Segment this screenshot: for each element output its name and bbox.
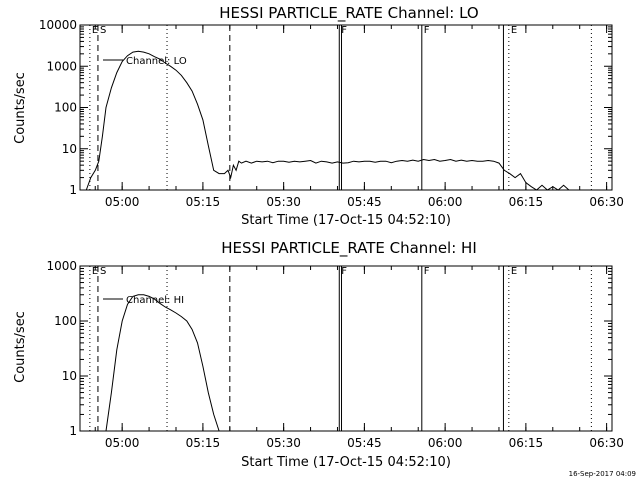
- plot-frame-lo: [79, 24, 613, 191]
- y-tick-label: 1: [69, 424, 77, 438]
- x-tick-label: 05:45: [347, 195, 382, 209]
- chart-title-lo: HESSI PARTICLE_RATE Channel: LO: [219, 4, 478, 23]
- x-axis-label-lo: Start Time (17-Oct-15 04:52:10): [241, 213, 451, 228]
- legend-hi: Channel: HI: [103, 295, 184, 306]
- x-tick-label: 06:15: [509, 195, 544, 209]
- x-tick-label: 05:00: [105, 195, 140, 209]
- x-ticks-hi: 05:00 05:15 05:30 05:45 06:00 06:15 06:30: [94, 266, 624, 450]
- y-tick-label: 10000: [39, 18, 77, 32]
- y-tick-label: 100: [54, 101, 77, 115]
- x-tick-label: 05:30: [266, 436, 301, 450]
- y-tick-label: 10: [62, 142, 77, 156]
- event-marker-label: S: [100, 25, 106, 36]
- event-marker-label: E: [511, 266, 517, 277]
- legend-label-hi: Channel: HI: [126, 295, 184, 306]
- x-tick-label: 06:30: [589, 195, 624, 209]
- y-tick-label: 10: [62, 369, 77, 383]
- y-ticks-lo: 1 10 100 1000 10000: [39, 18, 612, 197]
- chart-panel-lo: HESSI PARTICLE_RATE Channel: LO Counts/s…: [13, 4, 624, 228]
- print-timestamp: 16-Sep-2017 04:09: [569, 470, 636, 478]
- x-tick-label: 06:30: [589, 436, 624, 450]
- y-axis-label-hi: Counts/sec: [13, 311, 28, 383]
- plot-frame-hi: [79, 265, 613, 432]
- event-marker-label: E: [92, 25, 98, 36]
- x-tick-label: 06:15: [509, 436, 544, 450]
- legend-lo: Channel: LO: [103, 56, 187, 67]
- x-tick-label: 05:15: [186, 195, 221, 209]
- x-tick-label: 06:00: [428, 436, 463, 450]
- series-line-hi: [105, 294, 220, 432]
- y-tick-label: 1000: [46, 59, 77, 73]
- x-tick-label: 05:30: [266, 195, 301, 209]
- event-marker-label: F: [341, 266, 347, 277]
- y-ticks-hi: 1 10 100 1000: [46, 259, 612, 438]
- legend-label-lo: Channel: LO: [126, 56, 187, 67]
- x-tick-label: 05:00: [105, 436, 140, 450]
- x-tick-label: 05:45: [347, 436, 382, 450]
- event-marker-label: F: [424, 25, 430, 36]
- x-tick-label: 05:15: [186, 436, 221, 450]
- event-marker-label: E: [511, 25, 517, 36]
- event-marker-label: S: [100, 266, 106, 277]
- y-tick-label: 1: [69, 183, 77, 197]
- x-tick-label: 06:00: [428, 195, 463, 209]
- y-tick-label: 100: [54, 314, 77, 328]
- event-marker-label: F: [341, 25, 347, 36]
- x-ticks-lo: 05:00 05:15 05:30 05:45 06:00 06:15 06:30: [94, 25, 624, 209]
- x-axis-label-hi: Start Time (17-Oct-15 04:52:10): [241, 455, 451, 470]
- y-tick-label: 1000: [46, 259, 77, 273]
- series-line-lo: [82, 50, 575, 191]
- event-marker-label: E: [92, 266, 98, 277]
- chart-title-hi: HESSI PARTICLE_RATE Channel: HI: [221, 239, 477, 258]
- event-marker-label: F: [424, 266, 430, 277]
- chart-panel-hi: HESSI PARTICLE_RATE Channel: HI Counts/s…: [13, 239, 624, 470]
- y-axis-label-lo: Counts/sec: [13, 72, 28, 144]
